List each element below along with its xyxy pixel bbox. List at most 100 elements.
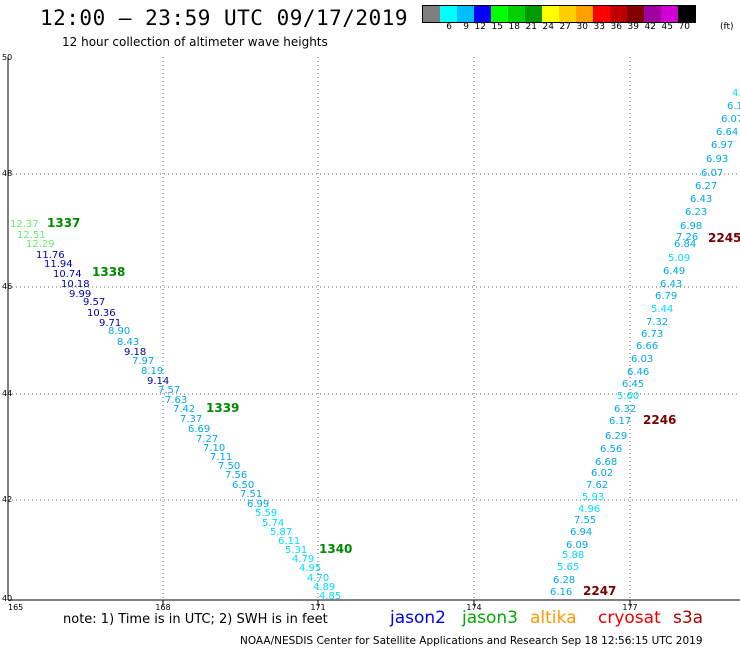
wave-height-value: 7.51 xyxy=(240,489,262,500)
lat-tick-label: 50 xyxy=(2,53,12,62)
wave-height-value: 6.1 xyxy=(727,101,740,112)
pass-number-labels: 1337 1338 1339 1340 2245 2246 2247 xyxy=(47,216,740,598)
wave-height-value: 7.62 xyxy=(586,480,608,491)
legend-swatch xyxy=(610,6,627,22)
legend-label: 45 xyxy=(661,22,673,32)
legend-swatch xyxy=(423,6,440,22)
wave-height-value: 9.57 xyxy=(83,297,105,308)
lon-tick-label: 168 xyxy=(155,603,170,612)
wave-height-value: 6.23 xyxy=(685,207,707,218)
wave-height-value: 10.74 xyxy=(53,269,82,280)
wave-height-value: 12.51 xyxy=(17,230,46,241)
wave-height-value: 7.10 xyxy=(203,443,225,454)
color-legend-bar xyxy=(422,5,696,23)
wave-height-value: 7.26 xyxy=(676,232,698,243)
header: 12:00 — 23:59 UTC 09/17/2019 12 hour col… xyxy=(0,0,740,56)
wave-height-value: 6.29 xyxy=(605,431,627,442)
legend-label: 39 xyxy=(627,22,639,32)
wave-height-value: 7.63 xyxy=(165,395,187,406)
wave-height-value: 7.37 xyxy=(180,414,202,425)
legend-swatch xyxy=(576,6,593,22)
wave-height-value: 7.32 xyxy=(646,317,668,328)
legend-label: 6 xyxy=(446,22,452,32)
wave-height-value: 6.46 xyxy=(627,367,649,378)
wave-height-value: 11.76 xyxy=(36,250,65,261)
wave-height-value: 6.56 xyxy=(600,444,622,455)
wave-height-value: 5.65 xyxy=(557,562,579,573)
legend-label: 15 xyxy=(491,22,503,32)
wave-height-value: 6.50 xyxy=(232,480,254,491)
wave-height-value: 6.49 xyxy=(663,266,685,277)
wave-height-value: 4.70 xyxy=(307,573,329,584)
wave-height-value: 7.42 xyxy=(173,404,195,415)
lon-tick-label: 171 xyxy=(310,603,325,612)
wave-height-value: 9.99 xyxy=(69,289,91,300)
pass-number: 1339 xyxy=(206,401,239,415)
lat-tick-label: 46 xyxy=(2,282,12,291)
wave-height-value: 6.69 xyxy=(188,424,210,435)
lon-tick-label: 174 xyxy=(466,603,481,612)
wave-height-value: 5.74 xyxy=(262,518,284,529)
wave-height-value: 11.94 xyxy=(44,259,73,270)
wave-height-value: 4.79 xyxy=(292,554,314,565)
wave-height-value: 6.27 xyxy=(695,181,717,192)
footer-credit: NOAA/NESDIS Center for Satellite Applica… xyxy=(240,635,703,647)
wave-height-value: 8.90 xyxy=(108,326,130,337)
satellite-s3a: s3a xyxy=(673,608,704,628)
wave-height-value: 6.73 xyxy=(641,329,663,340)
satellite-cryosat: cryosat xyxy=(598,608,661,628)
wave-height-value: 10.18 xyxy=(61,279,90,290)
legend-label: 18 xyxy=(508,22,520,32)
wave-height-value: 7.56 xyxy=(225,470,247,481)
pass-number: 1337 xyxy=(47,216,80,230)
legend-label: 33 xyxy=(593,22,605,32)
legend-swatch xyxy=(644,6,661,22)
wave-height-value: 5.60 xyxy=(617,391,639,402)
wave-height-value: 6.97 xyxy=(711,140,733,151)
wave-height-value: 8.19 xyxy=(141,366,163,377)
satellite-jason3: jason3 xyxy=(462,608,518,628)
legend-swatch xyxy=(661,6,678,22)
legend-label: 24 xyxy=(542,22,554,32)
wave-height-value: 6.66 xyxy=(636,341,658,352)
pass-number: 1338 xyxy=(92,265,125,279)
legend-swatch xyxy=(474,6,491,22)
wave-height-value: 12.37 xyxy=(10,219,39,230)
legend-label: 27 xyxy=(559,22,571,32)
legend-swatch xyxy=(542,6,559,22)
wave-height-value: 5.88 xyxy=(562,550,584,561)
wave-height-value: 4. xyxy=(732,88,740,99)
legend-swatch xyxy=(457,6,474,22)
legend-swatch xyxy=(508,6,525,22)
legend-label: 70 xyxy=(678,22,690,32)
map-axis-labels: 165 168 171 174 177 50 48 46 44 42 40 xyxy=(2,53,638,612)
lon-tick-label: 177 xyxy=(622,603,637,612)
lat-tick-label: 42 xyxy=(2,495,12,504)
wave-height-value: 9.18 xyxy=(124,347,146,358)
legend-swatch xyxy=(559,6,576,22)
pass-number: 2246 xyxy=(643,413,676,427)
wave-height-value: 12.29 xyxy=(26,239,55,250)
lon-tick-label: 165 xyxy=(8,603,23,612)
wave-height-value: 5.44 xyxy=(651,304,673,315)
wave-height-value: 5.59 xyxy=(255,508,277,519)
wave-height-value: 5.31 xyxy=(285,545,307,556)
page-subtitle: 12 hour collection of altimeter wave hei… xyxy=(62,35,328,49)
wave-height-value: 7.11 xyxy=(210,452,232,463)
wave-height-value: 6.07 xyxy=(701,168,723,179)
pass-number: 1340 xyxy=(319,542,352,556)
wave-height-value: 6.64 xyxy=(716,127,738,138)
wave-height-value: 6.43 xyxy=(690,194,712,205)
pass-number: 2247 xyxy=(583,584,616,598)
legend-label: 21 xyxy=(525,22,537,32)
footer-note: note: 1) Time is in UTC; 2) SWH is in fe… xyxy=(63,612,328,627)
wave-height-value: 9.71 xyxy=(99,318,121,329)
wave-height-value: 5.87 xyxy=(270,527,292,538)
satellite-jason2: jason2 xyxy=(390,608,446,628)
wave-height-value: 7.57 xyxy=(158,385,180,396)
wave-height-value: 6.93 xyxy=(706,154,728,165)
wave-height-value: 6.43 xyxy=(660,279,682,290)
wave-height-value: 6.99 xyxy=(247,499,269,510)
lat-tick-label: 44 xyxy=(2,389,12,398)
wave-height-value: 6.84 xyxy=(674,239,696,250)
